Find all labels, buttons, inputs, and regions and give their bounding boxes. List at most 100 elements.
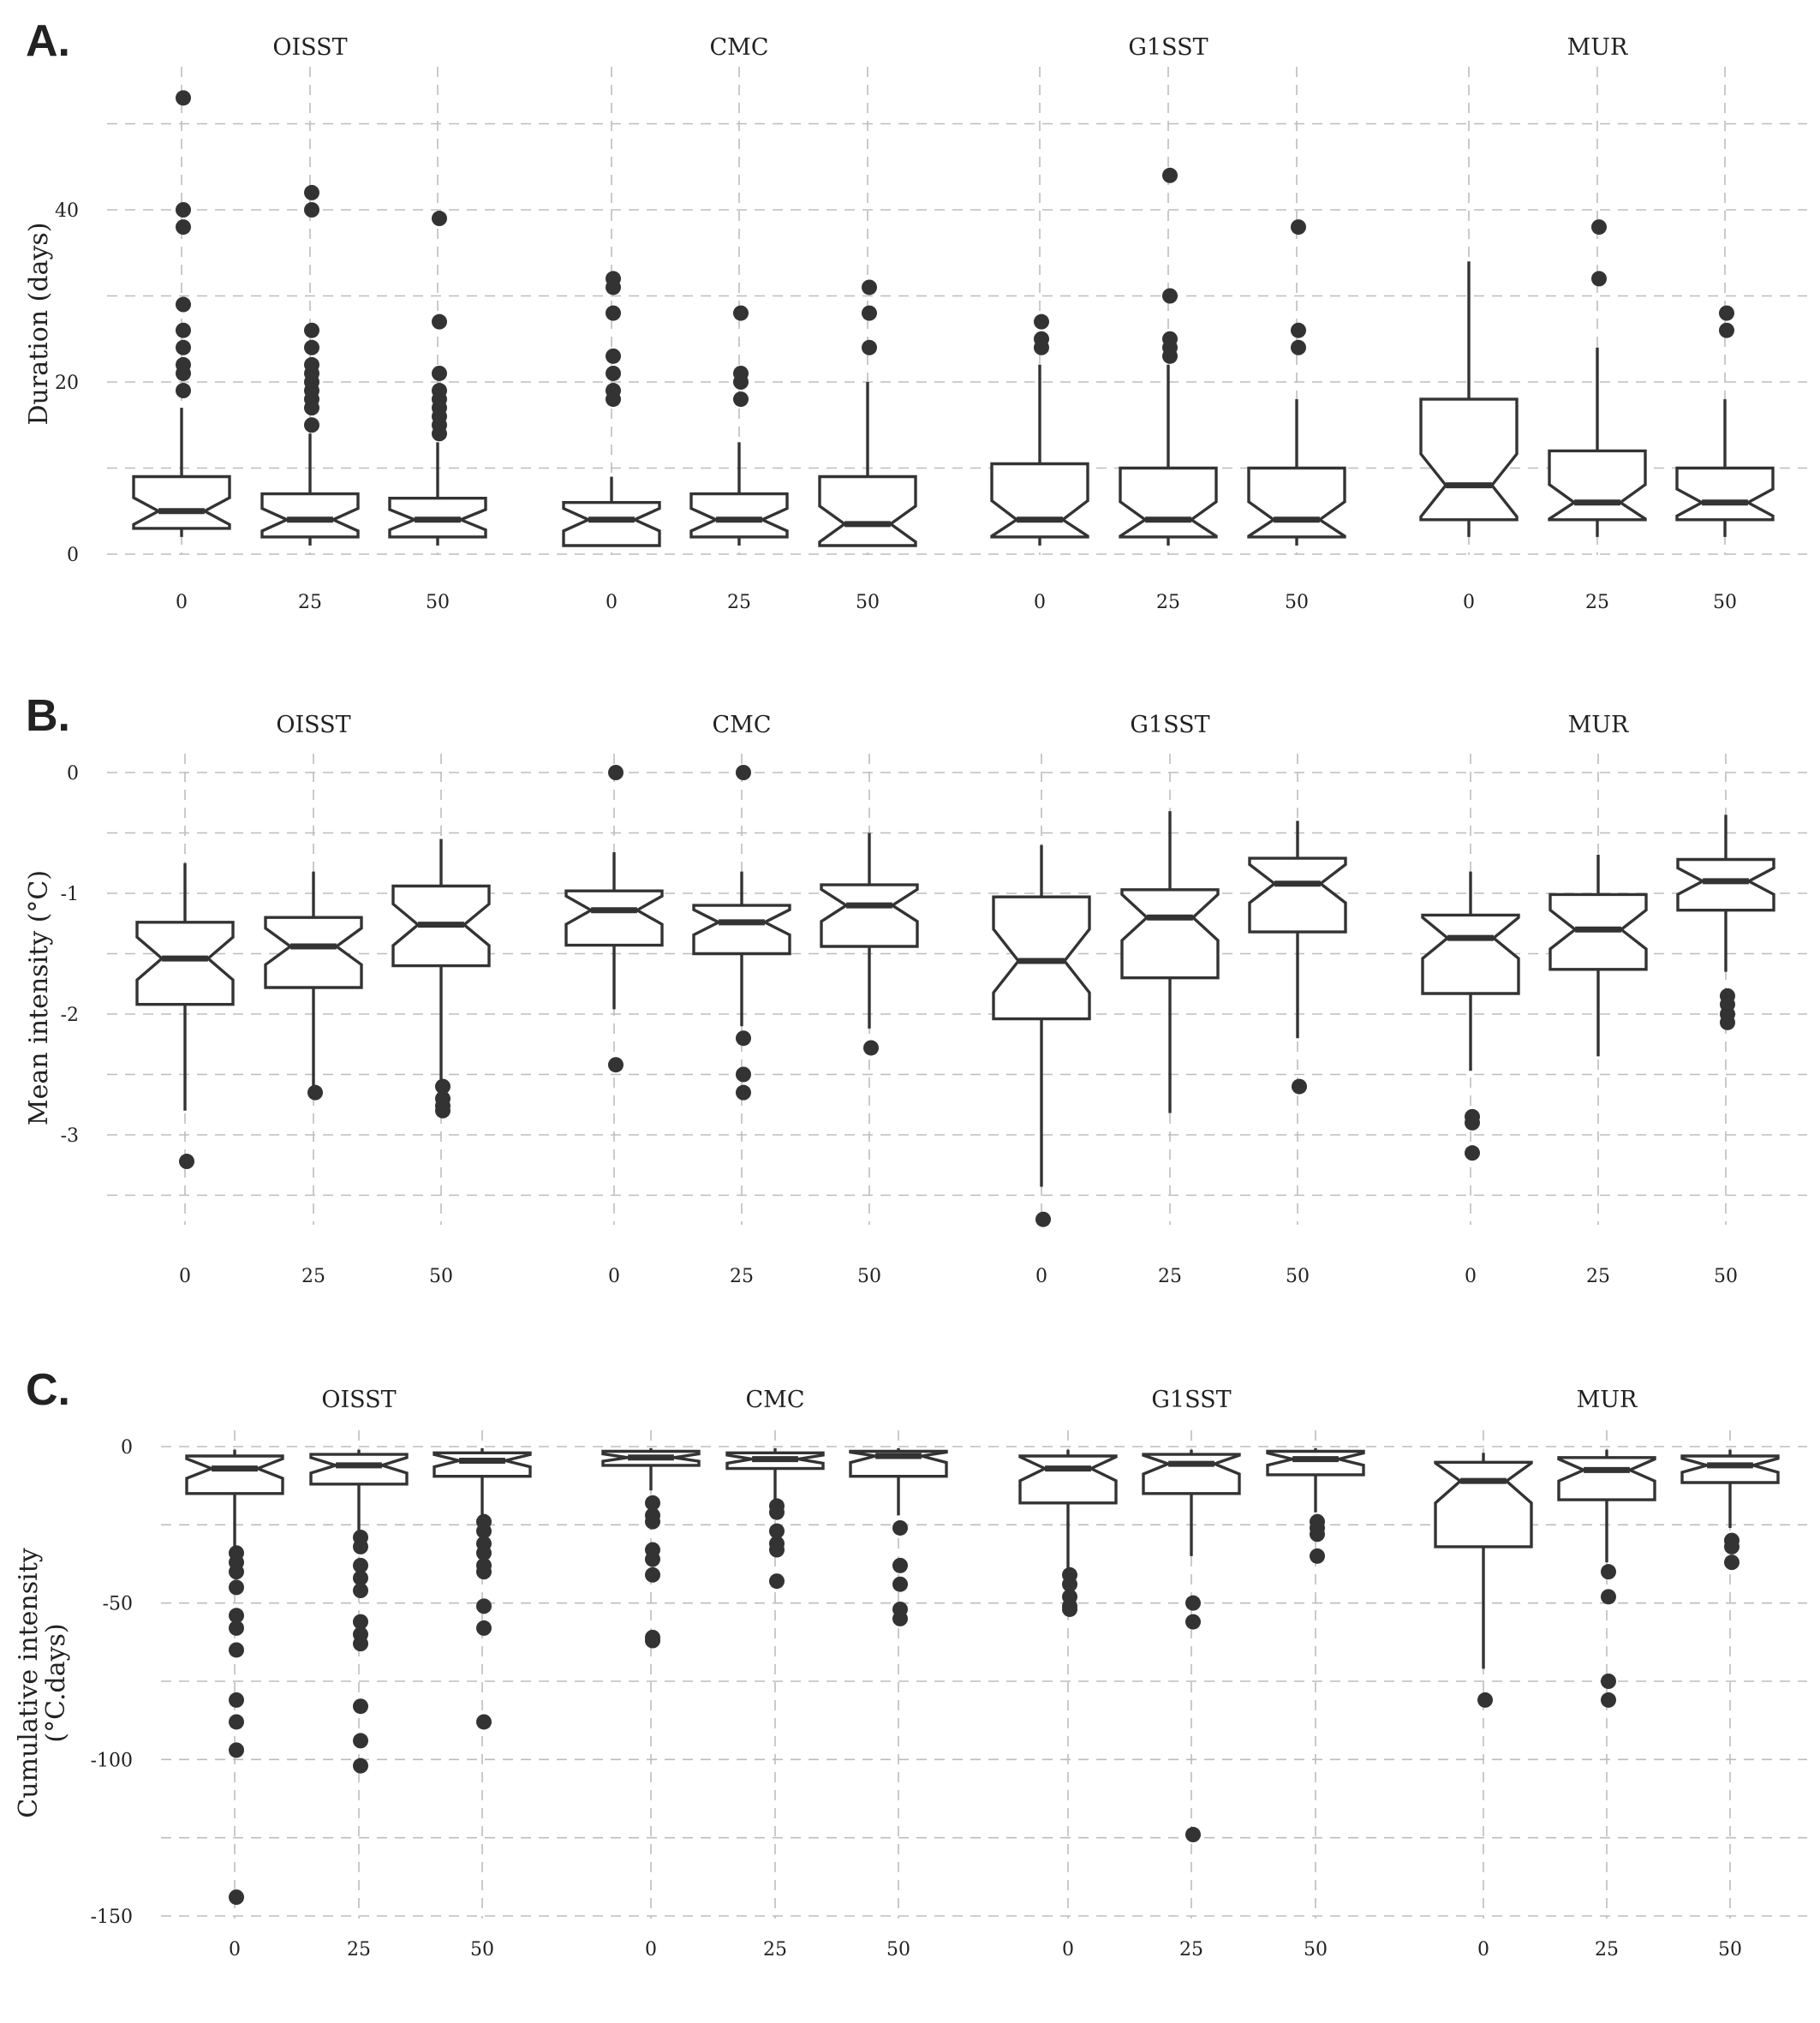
facet-mur: MUR 0 25 50 — [1419, 34, 1775, 613]
box — [309, 1453, 409, 1486]
outlier-point — [1062, 1576, 1077, 1592]
facet-title: MUR — [1577, 1387, 1638, 1413]
box — [820, 883, 919, 948]
x-tick-label: 50 — [1285, 592, 1309, 613]
box-group: 25 — [260, 184, 360, 613]
outlier-point — [1162, 167, 1178, 183]
outlier-point — [1465, 1145, 1480, 1161]
box — [1018, 1454, 1118, 1505]
box — [1676, 857, 1775, 912]
outlier-point — [736, 1030, 751, 1047]
facet-title: CMC — [710, 34, 769, 61]
outlier-point — [892, 1557, 908, 1573]
outlier-point — [862, 339, 877, 355]
facet-title: G1SST — [1128, 34, 1208, 61]
box-group: 25 — [264, 871, 363, 1287]
box — [260, 492, 360, 539]
outlier-point — [476, 1598, 492, 1614]
outlier-point — [1185, 1614, 1201, 1630]
outlier-point — [432, 383, 447, 399]
box-group: 0 — [185, 1449, 284, 1960]
outlier-point — [606, 383, 621, 399]
outlier-point — [353, 1570, 368, 1586]
box — [689, 492, 789, 539]
outlier-point — [645, 1495, 660, 1511]
outlier-point — [1310, 1526, 1325, 1543]
box-group: 50 — [818, 279, 917, 613]
box-group: 50 — [1676, 815, 1775, 1287]
box-group: 50 — [1266, 1447, 1365, 1960]
box-group: 25 — [1557, 1449, 1656, 1960]
outlier-point — [304, 339, 319, 355]
outlier-point — [1591, 271, 1607, 287]
x-tick-label: 25 — [1586, 1266, 1610, 1287]
facet-title: G1SST — [1151, 1387, 1231, 1413]
x-tick-label: 50 — [856, 592, 880, 613]
outlier-point — [176, 90, 191, 106]
outlier-point — [476, 1564, 492, 1580]
box-group: 0 — [992, 844, 1091, 1287]
outlier-point — [1724, 1538, 1739, 1555]
y-axis-title-line: Duration (days) — [24, 222, 54, 425]
box-group: 50 — [1248, 821, 1347, 1287]
facet-g1sst: G1SST 0 25 50 — [1018, 1387, 1365, 1960]
box-group: 0 — [564, 765, 664, 1287]
outlier-point — [733, 391, 749, 408]
outlier-point — [1291, 322, 1306, 338]
x-tick-label: 0 — [1477, 1939, 1489, 1960]
outlier-point — [892, 1576, 908, 1592]
outlier-point — [307, 1084, 323, 1101]
outlier-point — [1601, 1589, 1616, 1605]
y-tick-label: -1 — [61, 884, 79, 905]
facet-title: G1SST — [1130, 712, 1209, 738]
box-group: 25 — [1142, 1449, 1241, 1960]
outlier-point — [1185, 1827, 1201, 1843]
y-axis-title: Cumulative intensity(°C.days) — [14, 1548, 71, 1818]
outlier-point — [769, 1573, 785, 1590]
outlier-point — [1477, 1692, 1493, 1708]
y-axis-title: Duration (days) — [24, 222, 54, 425]
facet-title: OISST — [321, 1387, 396, 1413]
y-tick-label: 20 — [55, 373, 79, 394]
y-tick-label: -150 — [91, 1907, 133, 1928]
x-tick-label: 25 — [298, 592, 322, 613]
box-group: 50 — [433, 1447, 532, 1960]
box — [1421, 913, 1520, 995]
box-group: 0 — [135, 862, 235, 1287]
outlier-point — [606, 271, 621, 287]
outlier-point — [176, 339, 191, 355]
box-group: 0 — [601, 1447, 701, 1960]
outlier-point — [229, 1742, 244, 1758]
box-group: 25 — [1548, 854, 1648, 1287]
outlier-point — [304, 356, 319, 373]
outlier-point — [229, 1642, 244, 1658]
x-tick-label: 0 — [176, 592, 188, 613]
outlier-point — [229, 1579, 244, 1596]
box — [132, 474, 231, 530]
outlier-point — [1601, 1564, 1616, 1580]
box — [818, 474, 917, 547]
box-group: 0 — [990, 313, 1089, 613]
x-tick-label: 25 — [727, 592, 751, 613]
outlier-point — [645, 1551, 660, 1567]
box — [433, 1451, 532, 1478]
outlier-point — [1719, 305, 1734, 321]
box-group: 25 — [309, 1449, 409, 1960]
outlier-point — [862, 305, 877, 321]
x-tick-label: 0 — [229, 1939, 241, 1960]
box — [1119, 466, 1218, 539]
outlier-point — [304, 417, 319, 433]
outlier-point — [645, 1566, 660, 1583]
box — [1434, 1460, 1533, 1549]
box — [692, 904, 791, 956]
facet-title: MUR — [1567, 34, 1628, 61]
outlier-point — [176, 356, 191, 373]
outlier-point — [176, 383, 191, 399]
box-group: 25 — [692, 765, 791, 1287]
box — [1248, 856, 1347, 934]
box-group: 50 — [1675, 305, 1775, 613]
box-group: 0 — [132, 90, 231, 613]
outlier-point — [733, 365, 749, 381]
outlier-point — [736, 1084, 751, 1101]
